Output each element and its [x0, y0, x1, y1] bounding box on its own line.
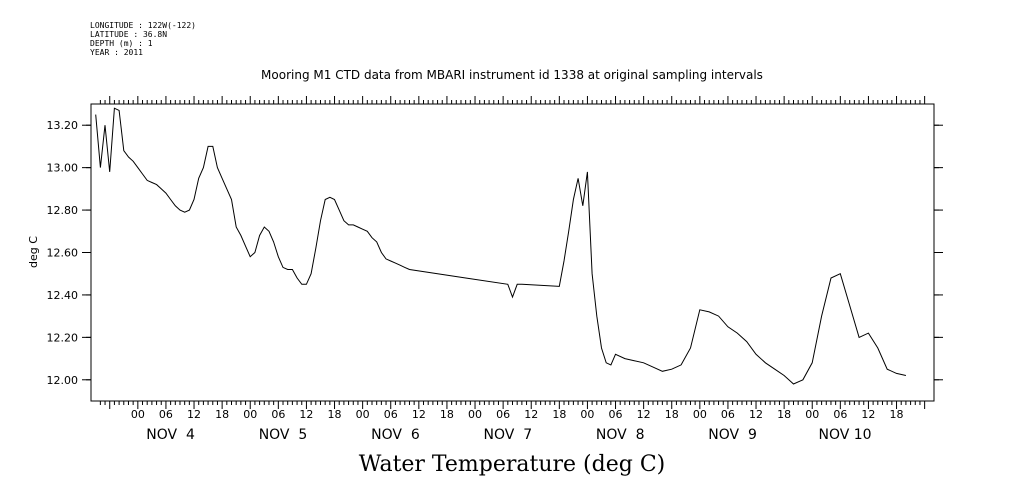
- x-tick-label: 18: [215, 408, 229, 421]
- year-label: YEAR : 2011: [90, 48, 143, 57]
- x-tick-label: 18: [890, 408, 904, 421]
- x-tick-label: 06: [721, 408, 735, 421]
- x-tick-label: 06: [833, 408, 847, 421]
- day-label: NOV 7: [483, 427, 532, 443]
- y-tick-label: 12.20: [47, 331, 79, 344]
- x-tick-label: 12: [749, 408, 763, 421]
- depth-label: DEPTH (m) : 1: [90, 39, 153, 48]
- x-tick-label: 06: [159, 408, 173, 421]
- x-tick-label: 06: [271, 408, 285, 421]
- x-tick-label: 18: [777, 408, 791, 421]
- x-tick-label: 00: [580, 408, 594, 421]
- x-tick-label: 18: [552, 408, 566, 421]
- x-tick-label: 06: [384, 408, 398, 421]
- x-tick-label: 18: [440, 408, 454, 421]
- day-label: NOV 10: [818, 427, 871, 443]
- x-tick-label: 12: [412, 408, 426, 421]
- x-tick-label: 06: [496, 408, 510, 421]
- y-tick-label: 12.80: [47, 204, 79, 217]
- temperature-series-line: [95, 107, 907, 385]
- day-label: NOV 6: [371, 427, 420, 443]
- bottom-title: Water Temperature (deg C): [358, 452, 666, 477]
- day-label: NOV 8: [596, 427, 645, 443]
- chart-title: Mooring M1 CTD data from MBARI instrumen…: [261, 68, 763, 82]
- plot-frame: [90, 103, 935, 402]
- y-tick-label: 12.40: [47, 289, 79, 302]
- x-tick-label: 00: [468, 408, 482, 421]
- y-axis-label: deg C: [27, 236, 40, 268]
- y-tick-label: 12.00: [47, 374, 79, 387]
- y-tick-label: 12.60: [47, 247, 79, 260]
- x-tick-label: 12: [299, 408, 313, 421]
- x-axis: 00 06 12 18 00 06 12 18 00 06 12 18 00 06 12 18 00 06 12 18…: [99, 96, 926, 443]
- metadata-block: LONGITUDE : 122W(-122) LATITUDE : 36.8N …: [90, 21, 196, 57]
- y-tick-label: 13.20: [47, 119, 79, 132]
- x-tick-label: 12: [637, 408, 651, 421]
- x-tick-label: 00: [693, 408, 707, 421]
- latitude-label: LATITUDE : 36.8N: [90, 30, 168, 39]
- x-tick-label: 12: [524, 408, 538, 421]
- x-tick-label: 12: [187, 408, 201, 421]
- x-tick-label: 00: [243, 408, 257, 421]
- longitude-label: LONGITUDE : 122W(-122): [90, 21, 196, 30]
- x-tick-label: 12: [861, 408, 875, 421]
- day-label: NOV 5: [259, 427, 308, 443]
- x-tick-label: 00: [805, 408, 819, 421]
- x-tick-label: 18: [328, 408, 342, 421]
- x-tick-label: 00: [356, 408, 370, 421]
- day-label: NOV 9: [708, 427, 757, 443]
- y-tick-label: 13.00: [47, 162, 79, 175]
- x-tick-label: 18: [665, 408, 679, 421]
- y-axis: 12.00 12.20 12.40 12.60 12.80 13.00 13.20: [47, 119, 943, 387]
- day-label: NOV 4: [146, 427, 195, 443]
- x-tick-label: 00: [131, 408, 145, 421]
- x-tick-label: 06: [609, 408, 623, 421]
